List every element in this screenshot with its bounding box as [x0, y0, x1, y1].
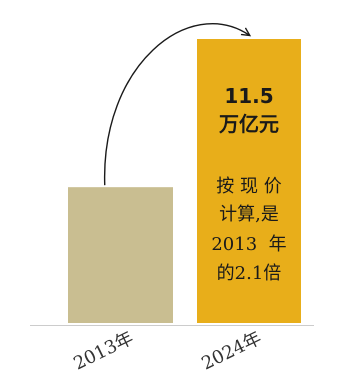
bar-2013 [68, 187, 173, 323]
bar-2024 [197, 39, 301, 323]
x-tick-label: 2013年 [70, 328, 137, 375]
growth-arrow [104, 23, 249, 186]
value-label-unit: 万亿元 [218, 112, 279, 136]
x-tick-label: 2024年 [198, 328, 265, 375]
note-line: 2013 年 [211, 234, 286, 255]
note-line: 计算,是 [219, 204, 279, 225]
value-label-number: 11.5 [224, 84, 273, 108]
note-line: 按 现 价 [216, 176, 281, 197]
note-line: 的2.1倍 [217, 263, 282, 284]
